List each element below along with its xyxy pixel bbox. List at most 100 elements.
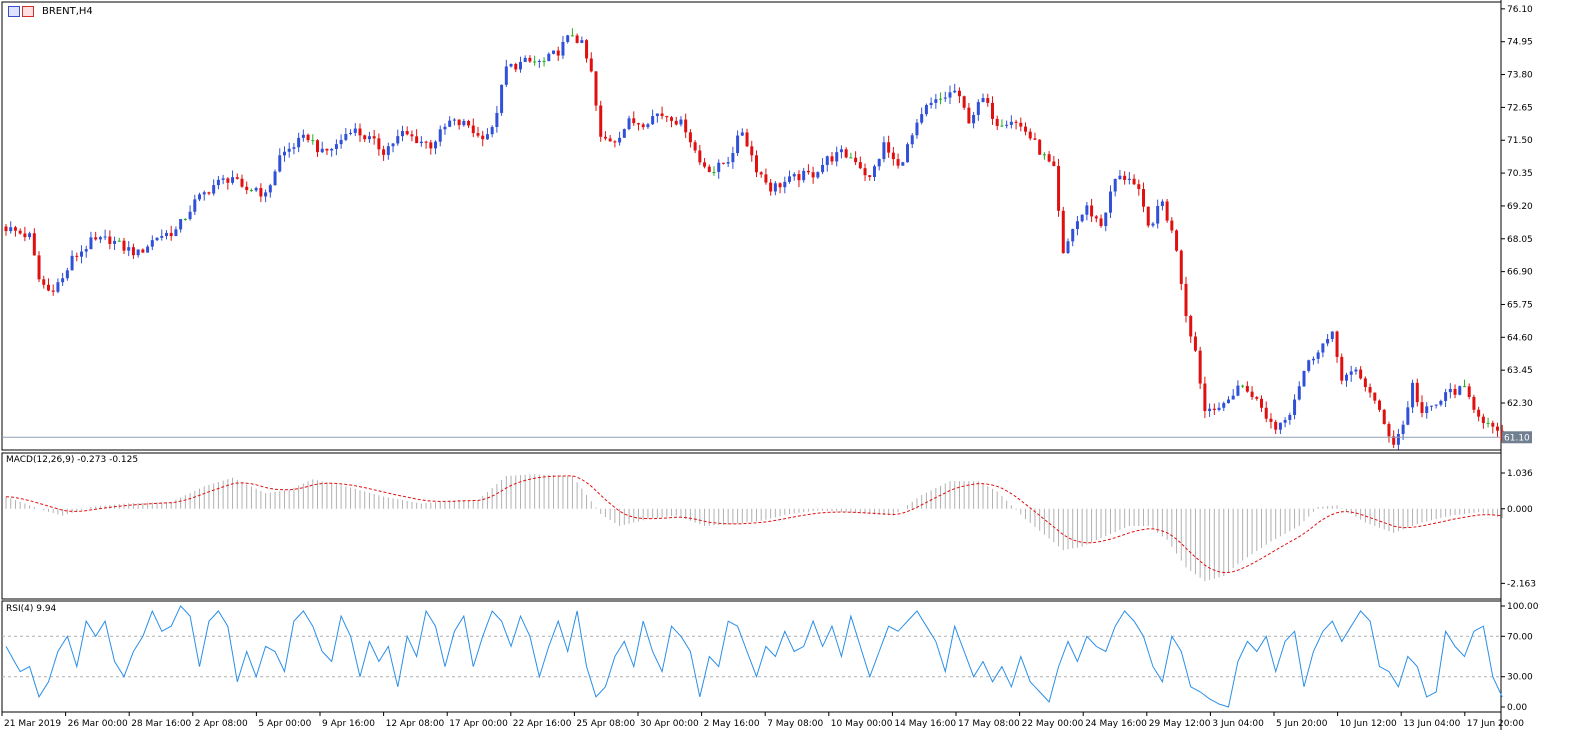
candle-body bbox=[636, 123, 640, 125]
candle-body bbox=[533, 61, 537, 63]
candle-body bbox=[481, 135, 485, 140]
candle-body bbox=[1245, 385, 1249, 392]
candle-body bbox=[603, 136, 607, 139]
candle-body bbox=[537, 60, 541, 62]
candle-body bbox=[858, 162, 862, 169]
chart-window-icon bbox=[8, 6, 36, 17]
candle-body bbox=[1208, 408, 1212, 412]
candle-body bbox=[707, 166, 711, 172]
chart-title[interactable]: BRENT,H4 bbox=[8, 6, 93, 17]
candle-body bbox=[98, 237, 102, 240]
candle-body bbox=[882, 142, 886, 160]
candle-body bbox=[1335, 331, 1339, 357]
candle-body bbox=[28, 233, 32, 238]
candle-body bbox=[94, 237, 98, 240]
candle-body bbox=[391, 143, 395, 147]
price-tick-label: 70.35 bbox=[1507, 169, 1533, 179]
candle-body bbox=[660, 113, 664, 117]
candle-body bbox=[1269, 418, 1273, 422]
candle-body bbox=[1241, 385, 1245, 387]
candle-body bbox=[646, 124, 650, 128]
candle-body bbox=[202, 192, 206, 195]
candle-body bbox=[1019, 122, 1023, 127]
time-tick-label: 5 Jun 20:00 bbox=[1276, 719, 1328, 729]
candle-body bbox=[311, 140, 315, 142]
rsi-tick-label: 30.00 bbox=[1507, 673, 1533, 683]
candle-body bbox=[1311, 358, 1315, 361]
candle-body bbox=[1057, 165, 1061, 211]
candle-body bbox=[1448, 388, 1452, 393]
candle-body bbox=[547, 53, 551, 62]
candle-body bbox=[1293, 399, 1297, 415]
candle-body bbox=[1137, 184, 1141, 190]
candle-body bbox=[443, 126, 447, 130]
time-tick-label: 2 May 16:00 bbox=[704, 719, 760, 729]
candle-body bbox=[1330, 331, 1334, 340]
candle-body bbox=[1491, 422, 1495, 427]
candle-body bbox=[1302, 370, 1306, 387]
candle-body bbox=[1316, 352, 1320, 359]
time-tick-label: 28 Mar 16:00 bbox=[131, 719, 191, 729]
candle-body bbox=[1387, 423, 1391, 437]
candle-body bbox=[806, 170, 810, 173]
candle-body bbox=[1250, 391, 1254, 398]
time-tick-label: 10 May 00:00 bbox=[831, 719, 893, 729]
candle-body bbox=[23, 233, 27, 238]
candle-body bbox=[1090, 205, 1094, 217]
candle-body bbox=[792, 174, 796, 177]
candle-body bbox=[1132, 178, 1136, 185]
candle-body bbox=[1071, 229, 1075, 242]
candle-body bbox=[1321, 343, 1325, 353]
macd-tick-label: -2.163 bbox=[1507, 579, 1536, 589]
candle-body bbox=[1255, 397, 1259, 399]
price-tick-label: 74.95 bbox=[1507, 38, 1533, 48]
candle-body bbox=[113, 240, 117, 244]
candle-body bbox=[183, 219, 187, 221]
candle-body bbox=[1094, 216, 1098, 219]
candle-body bbox=[1429, 405, 1433, 407]
candle-body bbox=[920, 114, 924, 123]
candle-body bbox=[868, 175, 872, 177]
price-tick-label: 73.80 bbox=[1507, 71, 1533, 81]
candle-body bbox=[70, 255, 74, 271]
candle-body bbox=[1458, 386, 1462, 395]
candle-body bbox=[9, 227, 13, 232]
candle-body bbox=[688, 132, 692, 143]
candle-body bbox=[939, 98, 943, 100]
candle-body bbox=[514, 63, 518, 70]
pane-rsi bbox=[1, 600, 1502, 713]
candle-body bbox=[122, 240, 126, 251]
candle-body bbox=[131, 247, 135, 256]
candle-body bbox=[1226, 399, 1230, 404]
candle-body bbox=[1236, 385, 1240, 396]
candle-body bbox=[717, 162, 721, 172]
candle-body bbox=[1047, 154, 1051, 162]
candle-body bbox=[1099, 218, 1103, 227]
rsi-tick-label: 100.00 bbox=[1507, 602, 1539, 612]
symbol-label: BRENT,H4 bbox=[42, 6, 93, 17]
candle-body bbox=[452, 119, 456, 121]
candle-body bbox=[995, 118, 999, 126]
candle-body bbox=[1085, 205, 1089, 215]
candle-body bbox=[844, 149, 848, 158]
candle-body bbox=[542, 60, 546, 62]
candle-body bbox=[320, 148, 324, 153]
candle-body bbox=[1066, 241, 1070, 254]
candle-body bbox=[504, 66, 508, 85]
candle-body bbox=[1392, 436, 1396, 445]
candle-body bbox=[670, 117, 674, 121]
candle-body bbox=[500, 84, 504, 113]
candle-body bbox=[1326, 339, 1330, 344]
candle-body bbox=[632, 118, 636, 124]
candle-body bbox=[1420, 402, 1424, 413]
candle-body bbox=[1175, 230, 1179, 251]
macd-tick-label: 1.036 bbox=[1507, 469, 1533, 479]
price-tick-label: 65.75 bbox=[1507, 300, 1533, 310]
time-tick-label: 9 Apr 16:00 bbox=[322, 719, 375, 729]
candle-body bbox=[136, 249, 140, 256]
candle-body bbox=[1189, 316, 1193, 337]
candle-body bbox=[1104, 212, 1108, 227]
candle-body bbox=[1146, 206, 1150, 226]
candle-body bbox=[1496, 426, 1500, 431]
candle-body bbox=[37, 255, 41, 280]
